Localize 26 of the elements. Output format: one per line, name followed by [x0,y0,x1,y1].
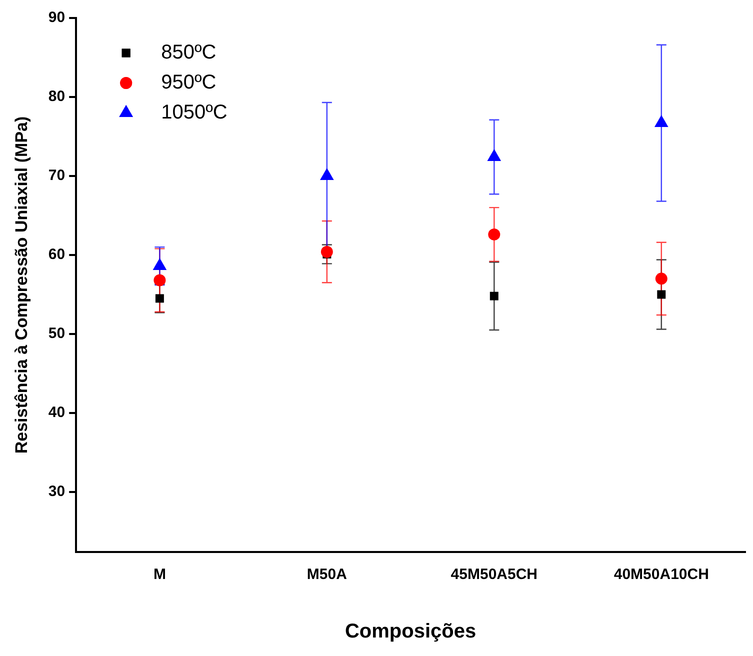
y-tick-label: 50 [48,325,66,342]
x-axis-title: Composições [344,620,476,643]
point [654,115,668,128]
y-tick-label: 80 [48,88,66,106]
x-tick-label: 40M50A10CH [614,566,709,584]
point [488,228,500,240]
y-tick-label: 40 [48,404,66,422]
point [490,292,498,300]
legend-label: 950ºC [161,72,216,94]
point [657,290,666,299]
y-tick-label: 30 [48,483,66,500]
x-tick-label: M [153,566,166,584]
point [155,294,164,303]
point [154,274,166,286]
point [320,246,333,258]
point [655,272,668,285]
point [487,149,502,162]
x-tick-label: M50A [306,566,348,584]
point [320,168,334,180]
y-axis-title: Resistência à Compressão Uniaxial (MPa) [12,116,31,454]
x-tick-label: 45M50A5CH [450,566,538,584]
legend-label: 850ºC [161,42,216,64]
y-tick-label: 60 [48,246,66,264]
legend-label: 1050ºC [161,102,228,124]
y-tick-label: 90 [48,9,66,26]
y-tick-label: 70 [48,167,66,184]
